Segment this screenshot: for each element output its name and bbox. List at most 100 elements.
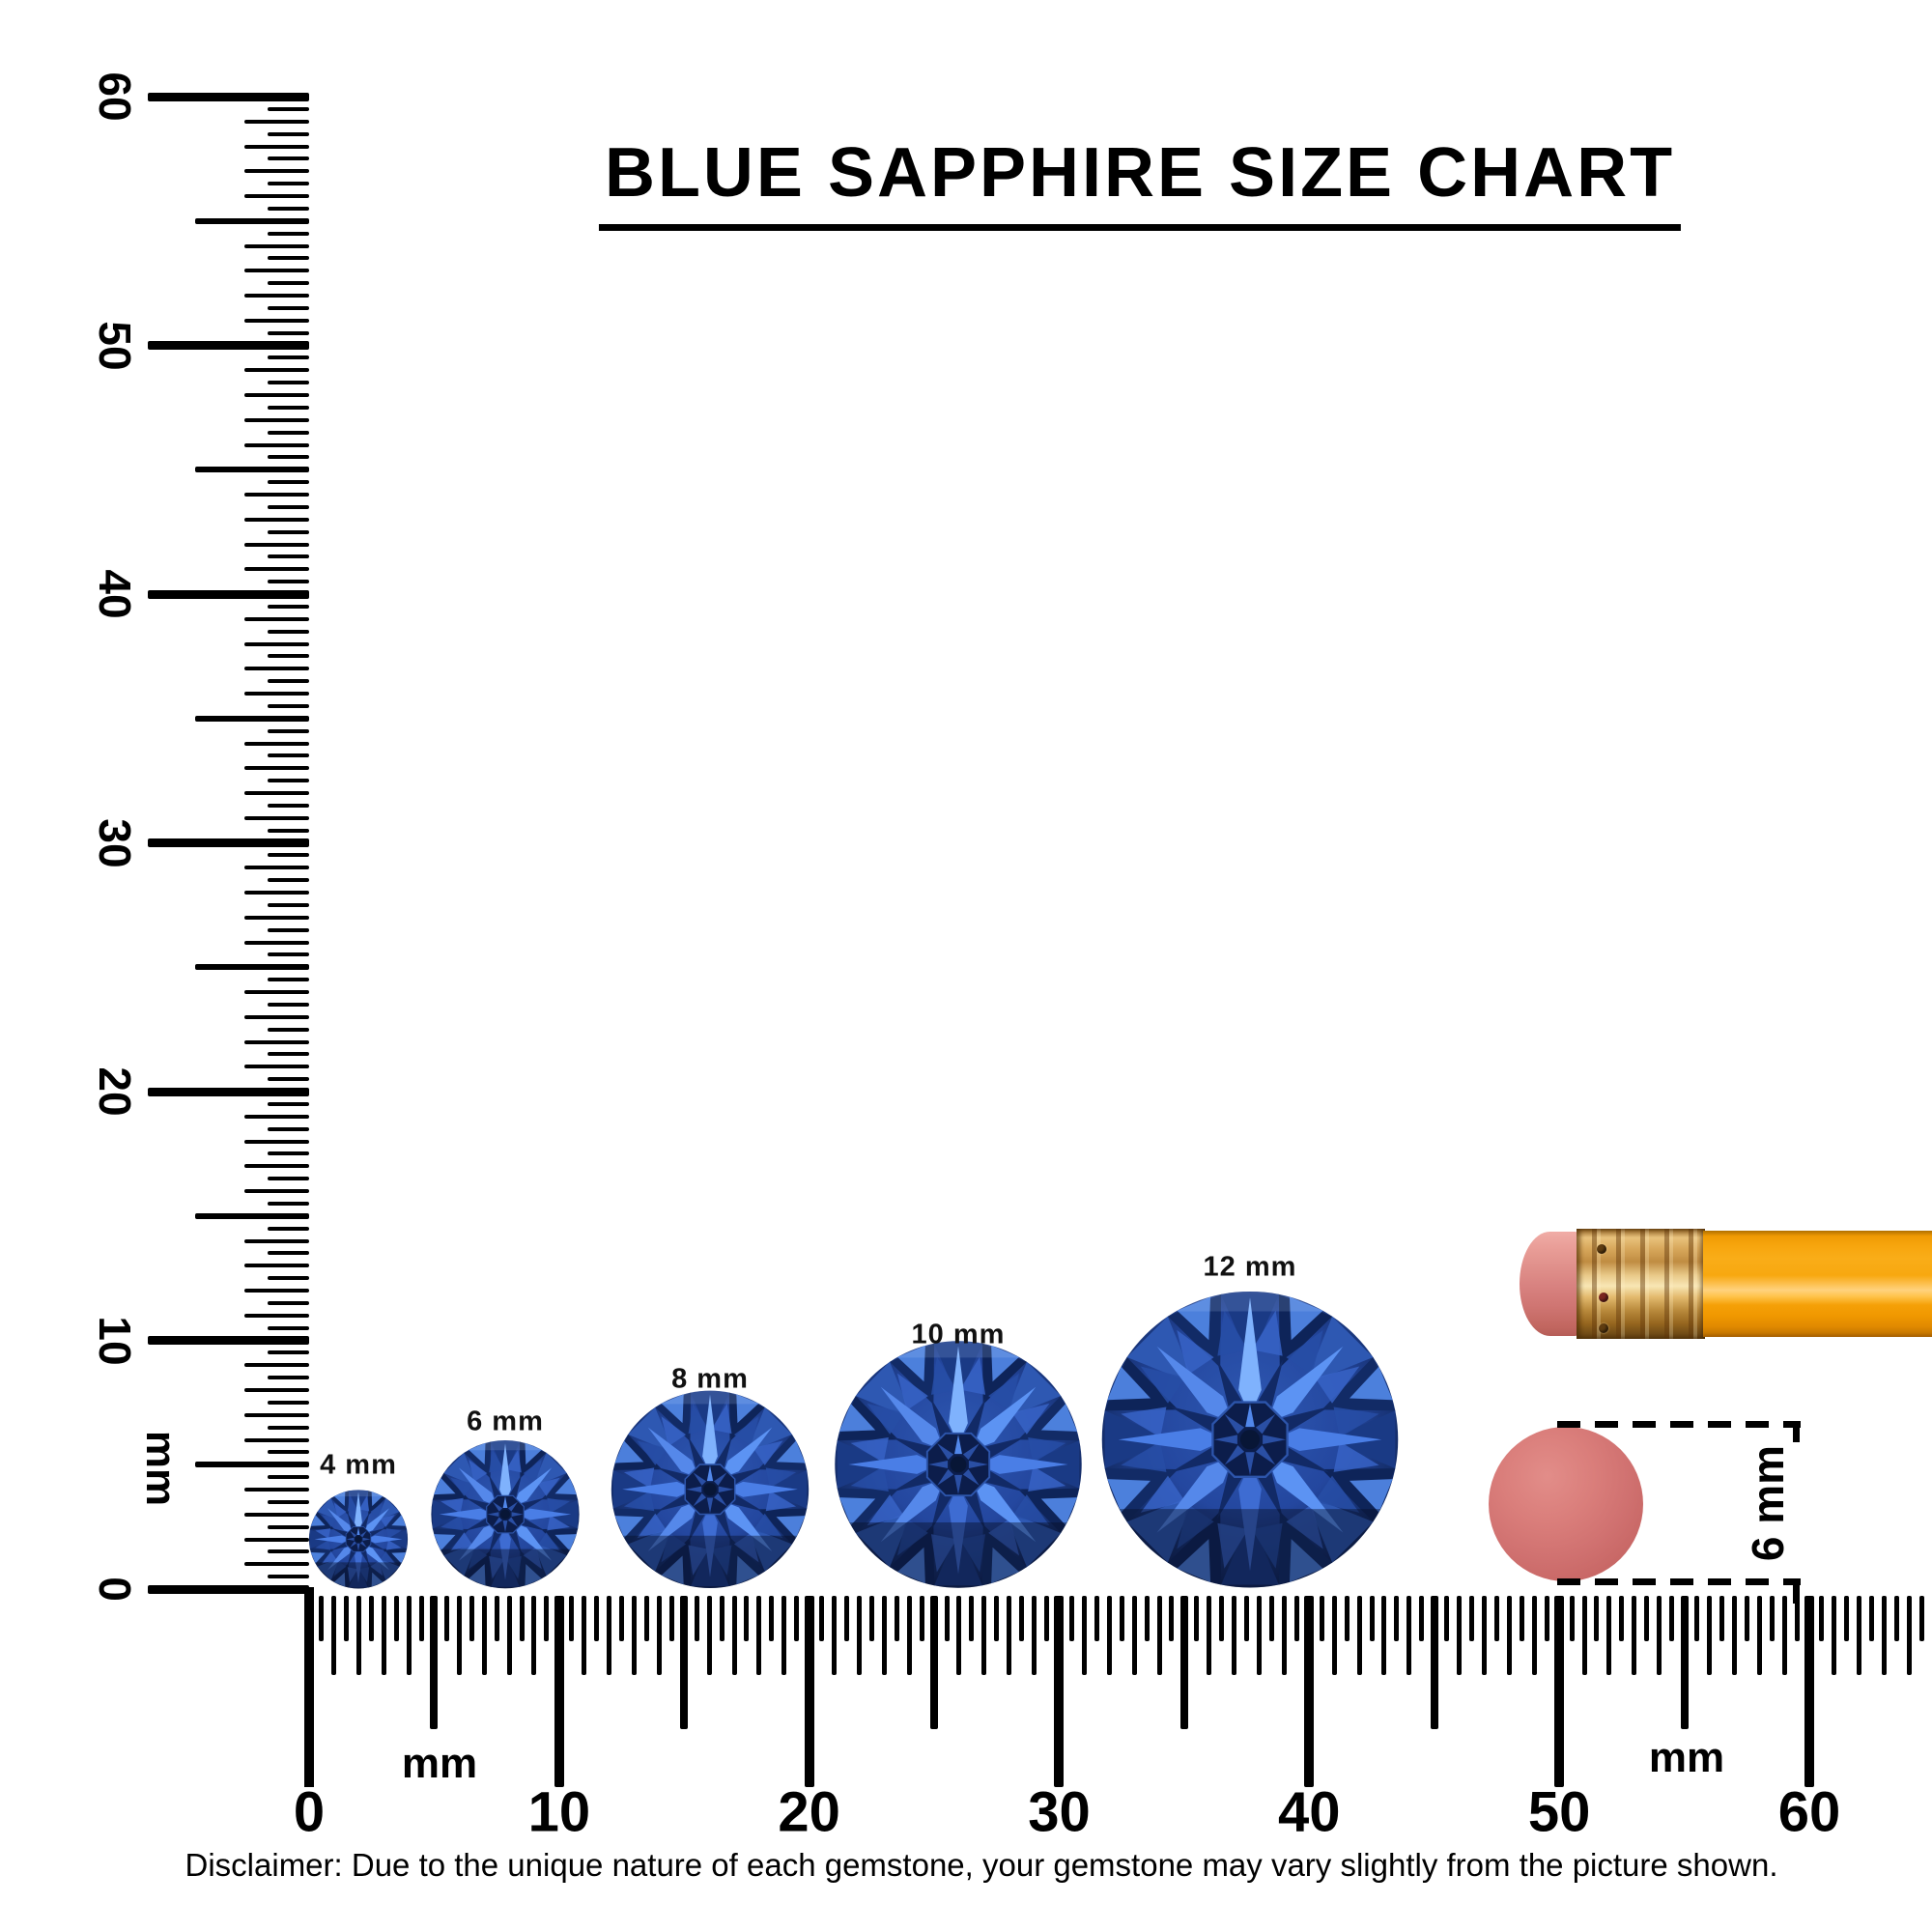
vertical-ruler-tick — [244, 393, 309, 397]
vertical-ruler-tick — [268, 480, 309, 485]
horizontal-ruler-tick — [1531, 1596, 1537, 1675]
vertical-ruler-tick — [244, 493, 309, 497]
vertical-ruler-tick — [244, 144, 309, 149]
vertical-ruler-tick — [268, 1425, 309, 1430]
horizontal-ruler-tick — [694, 1596, 699, 1641]
horizontal-ruler-tick — [994, 1596, 1000, 1641]
horizontal-ruler-tick-label: 20 — [778, 1780, 840, 1844]
horizontal-ruler-tick — [1744, 1596, 1749, 1641]
vertical-ruler-tick — [244, 1014, 309, 1019]
vertical-ruler-tick — [244, 791, 309, 795]
horizontal-ruler-tick — [894, 1596, 899, 1641]
vertical-ruler-tick — [268, 305, 309, 310]
horizontal-ruler-tick — [631, 1596, 637, 1675]
horizontal-ruler-tick-label: 30 — [1028, 1780, 1091, 1844]
horizontal-ruler-tick — [1094, 1596, 1099, 1641]
horizontal-ruler-tick — [1369, 1596, 1375, 1641]
vertical-ruler-tick — [268, 1524, 309, 1529]
horizontal-ruler-tick — [356, 1596, 362, 1675]
horizontal-ruler-tick — [1293, 1596, 1299, 1641]
vertical-ruler-tick — [195, 964, 309, 971]
vertical-ruler-tick — [148, 1584, 309, 1594]
vertical-ruler-tick — [244, 368, 309, 373]
vertical-ruler-tick — [268, 1450, 309, 1455]
vertical-ruler-tick — [244, 542, 309, 547]
vertical-ruler-tick — [244, 940, 309, 945]
horizontal-ruler-tick — [569, 1596, 575, 1641]
horizontal-ruler-tick — [394, 1596, 400, 1641]
horizontal-ruler-tick — [1207, 1596, 1212, 1675]
horizontal-ruler-tick — [1331, 1596, 1337, 1675]
horizontal-ruler-tick — [706, 1596, 712, 1675]
horizontal-ruler-tick-label: 0 — [293, 1780, 326, 1844]
horizontal-ruler-tick — [1657, 1596, 1662, 1675]
vertical-ruler-tick — [195, 1462, 309, 1468]
horizontal-ruler-tick — [1781, 1596, 1787, 1675]
vertical-ruler-tick — [268, 878, 309, 883]
horizontal-ruler-tick — [643, 1596, 649, 1641]
horizontal-ruler-tick — [407, 1596, 412, 1675]
gem-size-label: 4 mm — [320, 1449, 397, 1481]
horizontal-ruler-tick — [531, 1596, 537, 1675]
horizontal-ruler-tick — [744, 1596, 750, 1641]
vertical-ruler-tick — [268, 1177, 309, 1181]
vertical-ruler-tick — [244, 243, 309, 248]
vertical-ruler-tick — [244, 1164, 309, 1169]
vertical-ruler-tick — [268, 1376, 309, 1380]
horizontal-ruler-tick — [1482, 1596, 1487, 1675]
vertical-ruler-tick — [268, 1499, 309, 1504]
vertical-ruler-tick — [195, 715, 309, 722]
vertical-ruler-tick — [244, 442, 309, 447]
horizontal-ruler-tick — [369, 1596, 375, 1641]
vertical-ruler-tick — [244, 1264, 309, 1268]
horizontal-ruler-tick — [418, 1596, 424, 1641]
disclaimer-text: Disclaimer: Due to the unique nature of … — [185, 1847, 1778, 1883]
vertical-ruler-tick — [268, 728, 309, 733]
horizontal-ruler-tick — [804, 1596, 814, 1787]
horizontal-ruler-tick — [344, 1596, 350, 1641]
vertical-ruler-tick — [244, 1114, 309, 1119]
vertical-ruler-tick — [148, 341, 309, 350]
horizontal-ruler-tick — [1068, 1596, 1074, 1641]
vertical-ruler-tick — [268, 1350, 309, 1355]
horizontal-ruler-tick — [1569, 1596, 1575, 1641]
vertical-ruler-tick — [244, 269, 309, 273]
horizontal-ruler-tick — [1857, 1596, 1862, 1675]
horizontal-ruler-tick — [319, 1596, 325, 1641]
horizontal-ruler-tick — [944, 1596, 950, 1641]
vertical-ruler-tick — [268, 927, 309, 932]
vertical-ruler-tick — [195, 217, 309, 224]
horizontal-ruler-tick — [794, 1596, 800, 1641]
horizontal-ruler-tick — [969, 1596, 975, 1641]
vertical-ruler-tick — [148, 92, 309, 101]
vertical-ruler-tick — [268, 1226, 309, 1231]
ruler-corner-bar — [304, 1587, 314, 1787]
horizontal-ruler-tick — [668, 1596, 674, 1641]
vertical-ruler-tick — [268, 1201, 309, 1206]
ferrule-rivet-dot — [1599, 1323, 1608, 1333]
eraser-dimension-label: 6 mm — [1743, 1444, 1793, 1562]
horizontal-ruler-tick — [1493, 1596, 1499, 1641]
horizontal-ruler-tick — [1882, 1596, 1888, 1675]
horizontal-ruler-tick — [1907, 1596, 1912, 1675]
horizontal-ruler-tick — [1644, 1596, 1650, 1641]
vertical-ruler-tick — [268, 131, 309, 136]
horizontal-ruler-tick — [981, 1596, 987, 1675]
vertical-ruler-tick — [244, 1238, 309, 1243]
horizontal-ruler-tick — [1469, 1596, 1475, 1641]
vertical-ruler-tick — [268, 803, 309, 808]
horizontal-ruler-tick — [1844, 1596, 1850, 1641]
vertical-ruler-tick — [268, 853, 309, 858]
vertical-ruler-tick — [244, 1363, 309, 1368]
vertical-ruler-tick — [244, 1537, 309, 1542]
horizontal-ruler-tick — [1304, 1596, 1315, 1787]
vertical-ruler-tick — [244, 616, 309, 621]
vertical-ruler-tick — [244, 1512, 309, 1517]
horizontal-ruler-tick — [1457, 1596, 1463, 1675]
vertical-ruler-tick — [244, 1488, 309, 1492]
horizontal-ruler-tick — [456, 1596, 462, 1675]
horizontal-ruler-tick — [1731, 1596, 1737, 1675]
horizontal-ruler-tick — [919, 1596, 924, 1641]
vertical-ruler-tick — [268, 902, 309, 907]
